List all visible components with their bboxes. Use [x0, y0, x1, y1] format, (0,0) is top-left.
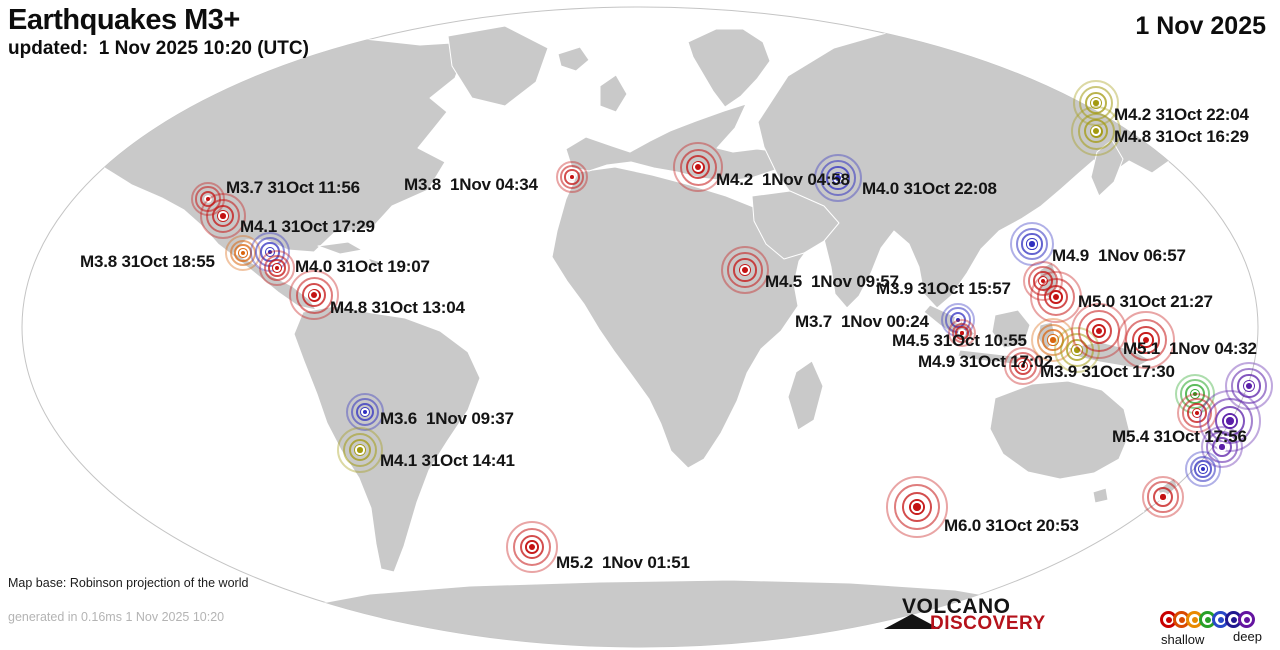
quake-marker[interactable]: [814, 154, 862, 202]
quake-label: M4.1 31Oct 14:41: [380, 451, 515, 470]
legend-deep-label: deep: [1233, 629, 1262, 644]
map-date: 1 Nov 2025: [1135, 12, 1266, 40]
quake-marker[interactable]: [337, 427, 383, 473]
quake-marker[interactable]: [289, 270, 339, 320]
quake-marker[interactable]: [886, 476, 948, 538]
quake-marker[interactable]: [259, 250, 295, 286]
depth-legend-ring: [1173, 611, 1190, 628]
quake-marker[interactable]: [556, 161, 588, 193]
quake-marker[interactable]: [506, 521, 558, 573]
quake-label: M6.0 31Oct 20:53: [944, 516, 1079, 535]
quake-label: M4.1 31Oct 17:29: [240, 217, 375, 236]
quake-marker[interactable]: [1117, 311, 1175, 369]
quake-marker[interactable]: [1004, 347, 1042, 385]
quake-label: M3.6 1Nov 09:37: [380, 409, 514, 428]
logo-volcano-text: VOLCANO: [902, 595, 1011, 618]
quake-label: M4.8 31Oct 16:29: [1114, 127, 1249, 146]
quake-label: M4.0 31Oct 19:07: [295, 257, 430, 276]
quake-label: M4.0 31Oct 22:08: [862, 179, 997, 198]
quake-marker[interactable]: [1201, 426, 1243, 468]
volcano-discovery-logo: VOLCANO DISCOVERY: [884, 595, 1054, 643]
quake-marker[interactable]: [1071, 106, 1121, 156]
depth-legend-ring: [1238, 611, 1255, 628]
legend-shallow-label: shallow: [1161, 632, 1205, 647]
quake-label: M3.9 31Oct 15:57: [876, 279, 1011, 298]
logo-discovery-text: DISCOVERY: [930, 613, 1046, 634]
generated-note: generated in 0.16ms 1 Nov 2025 10:20: [8, 610, 225, 624]
map-base-note: Map base: Robinson projection of the wor…: [8, 576, 249, 590]
quake-marker[interactable]: [200, 193, 246, 239]
depth-legend: shallow deep: [1160, 611, 1272, 647]
quake-label: M3.8 1Nov 04:34: [404, 175, 538, 194]
quake-label: M5.0 31Oct 21:27: [1078, 292, 1213, 311]
quake-label: M4.9 31Oct 17:02: [918, 352, 1053, 371]
quake-label: M3.8 31Oct 18:55: [80, 252, 215, 271]
page-title: Earthquakes M3+: [8, 4, 240, 36]
quake-marker[interactable]: [346, 393, 384, 431]
quake-label: M5.4 31Oct 17:56: [1112, 427, 1247, 446]
quake-label: M4.5 1Nov 09:57: [765, 272, 899, 291]
quake-marker[interactable]: [1185, 451, 1221, 487]
quake-marker[interactable]: [721, 246, 769, 294]
quake-label: M4.2 1Nov 04:58: [716, 170, 850, 189]
quake-label: M5.1 1Nov 04:32: [1123, 339, 1257, 358]
quake-marker[interactable]: [948, 319, 976, 347]
quake-label: M4.5 31Oct 10:55: [892, 331, 1027, 350]
quake-marker[interactable]: [1030, 271, 1082, 323]
depth-legend-rings: [1160, 611, 1255, 629]
quake-label: M4.8 31Oct 13:04: [330, 298, 465, 317]
quake-marker[interactable]: [673, 142, 723, 192]
quake-label: M4.9 1Nov 06:57: [1052, 246, 1186, 265]
quake-label: M5.2 1Nov 01:51: [556, 553, 690, 572]
quake-label: M3.9 31Oct 17:30: [1040, 362, 1175, 381]
updated-timestamp: updated: 1 Nov 2025 10:20 (UTC): [8, 38, 309, 59]
quake-label: M3.7 31Oct 11:56: [226, 178, 360, 197]
quake-label: M3.7 1Nov 00:24: [795, 312, 929, 331]
quake-marker[interactable]: [1142, 476, 1184, 518]
quake-label: M4.2 31Oct 22:04: [1114, 105, 1249, 124]
